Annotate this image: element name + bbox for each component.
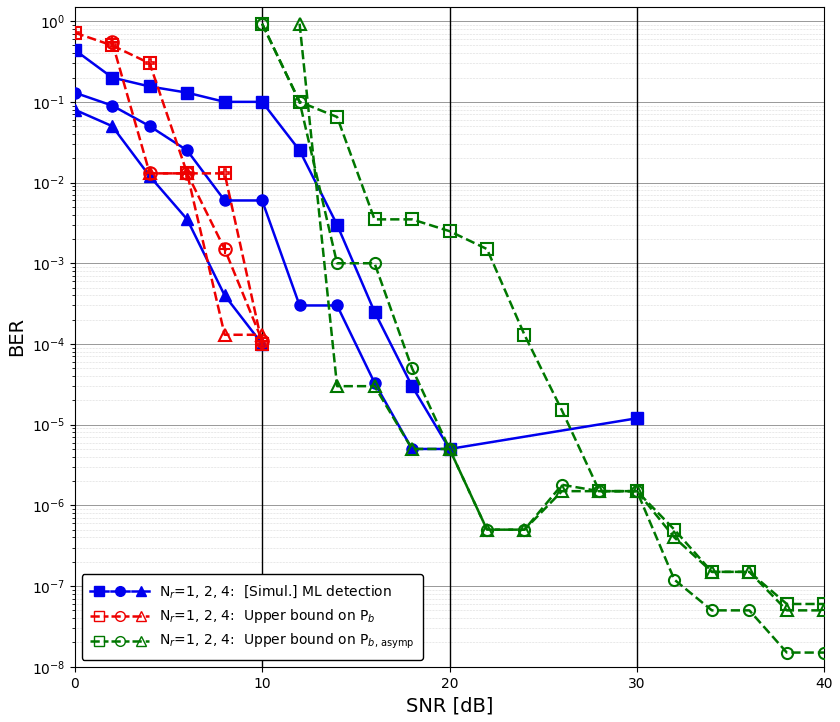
X-axis label: SNR [dB]: SNR [dB]	[406, 696, 493, 715]
Legend: N$_r$=1, 2, 4:  [Simul.] ML detection, N$_r$=1, 2, 4:  Upper bound on P$_b$, N$_: N$_r$=1, 2, 4: [Simul.] ML detection, N$…	[81, 574, 423, 660]
Y-axis label: BER: BER	[7, 317, 26, 357]
